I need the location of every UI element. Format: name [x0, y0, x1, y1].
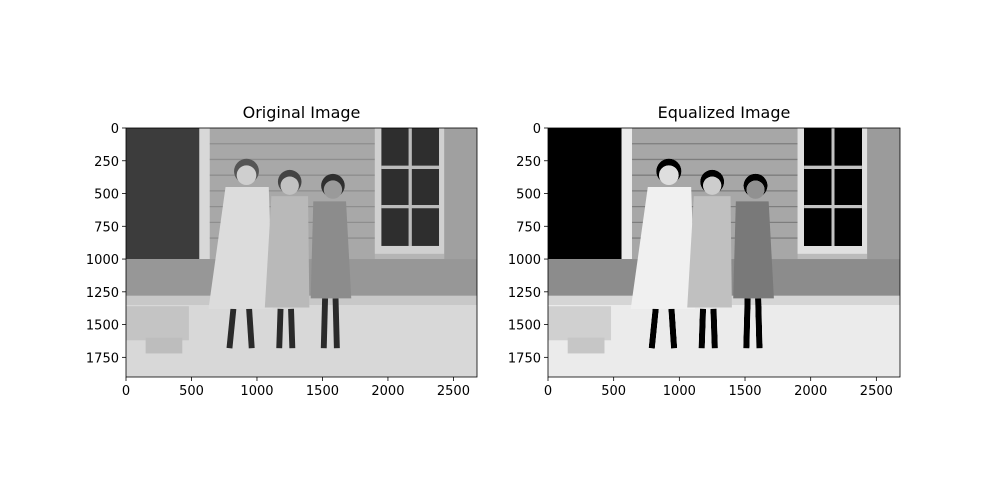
- x-tick-label: 2500: [860, 384, 893, 399]
- x-tick-label: 1000: [663, 384, 696, 399]
- x-tick-label: 1500: [728, 384, 761, 399]
- y-tick-label: 1000: [508, 253, 541, 268]
- y-tick-label: 0: [533, 122, 541, 137]
- axes: Original Image 0 500 1000 1500 2000 2500 0 250 50…: [86, 103, 477, 399]
- y-tick-label: 1750: [86, 351, 119, 366]
- axes: Equalized Image 0 500 1000 1500 2000 2500 0 250 5…: [508, 103, 900, 399]
- y-tick-label: 750: [516, 220, 541, 235]
- y-tick-label: 1250: [508, 286, 541, 301]
- y-tick-label: 500: [516, 188, 541, 203]
- y-tick-label: 250: [516, 155, 541, 170]
- y-tick-label: 1500: [86, 319, 119, 334]
- x-tick-label: 0: [544, 384, 552, 399]
- x-tick-label: 2000: [371, 384, 404, 399]
- y-tick-label: 750: [94, 220, 119, 235]
- axes-frame: [125, 127, 478, 378]
- x-tick-label: 500: [601, 384, 626, 399]
- axes-frame: [547, 127, 901, 378]
- x-tick-label: 0: [122, 384, 130, 399]
- y-tick-label: 1500: [508, 319, 541, 334]
- y-tick-label: 1750: [508, 351, 541, 366]
- y-tick-label: 1250: [86, 286, 119, 301]
- y-tick-label: 0: [111, 122, 119, 137]
- axes-title: Equalized Image: [658, 103, 791, 122]
- axes-title: Original Image: [243, 103, 361, 122]
- y-tick-label: 250: [94, 155, 119, 170]
- x-tick-label: 2000: [794, 384, 827, 399]
- x-tick-label: 500: [179, 384, 204, 399]
- x-tick-label: 1500: [306, 384, 339, 399]
- x-tick-label: 2500: [437, 384, 470, 399]
- image: [548, 128, 900, 377]
- y-tick-label: 500: [94, 188, 119, 203]
- y-tick-label: 1000: [86, 253, 119, 268]
- image: [126, 128, 477, 377]
- x-tick-label: 1000: [240, 384, 273, 399]
